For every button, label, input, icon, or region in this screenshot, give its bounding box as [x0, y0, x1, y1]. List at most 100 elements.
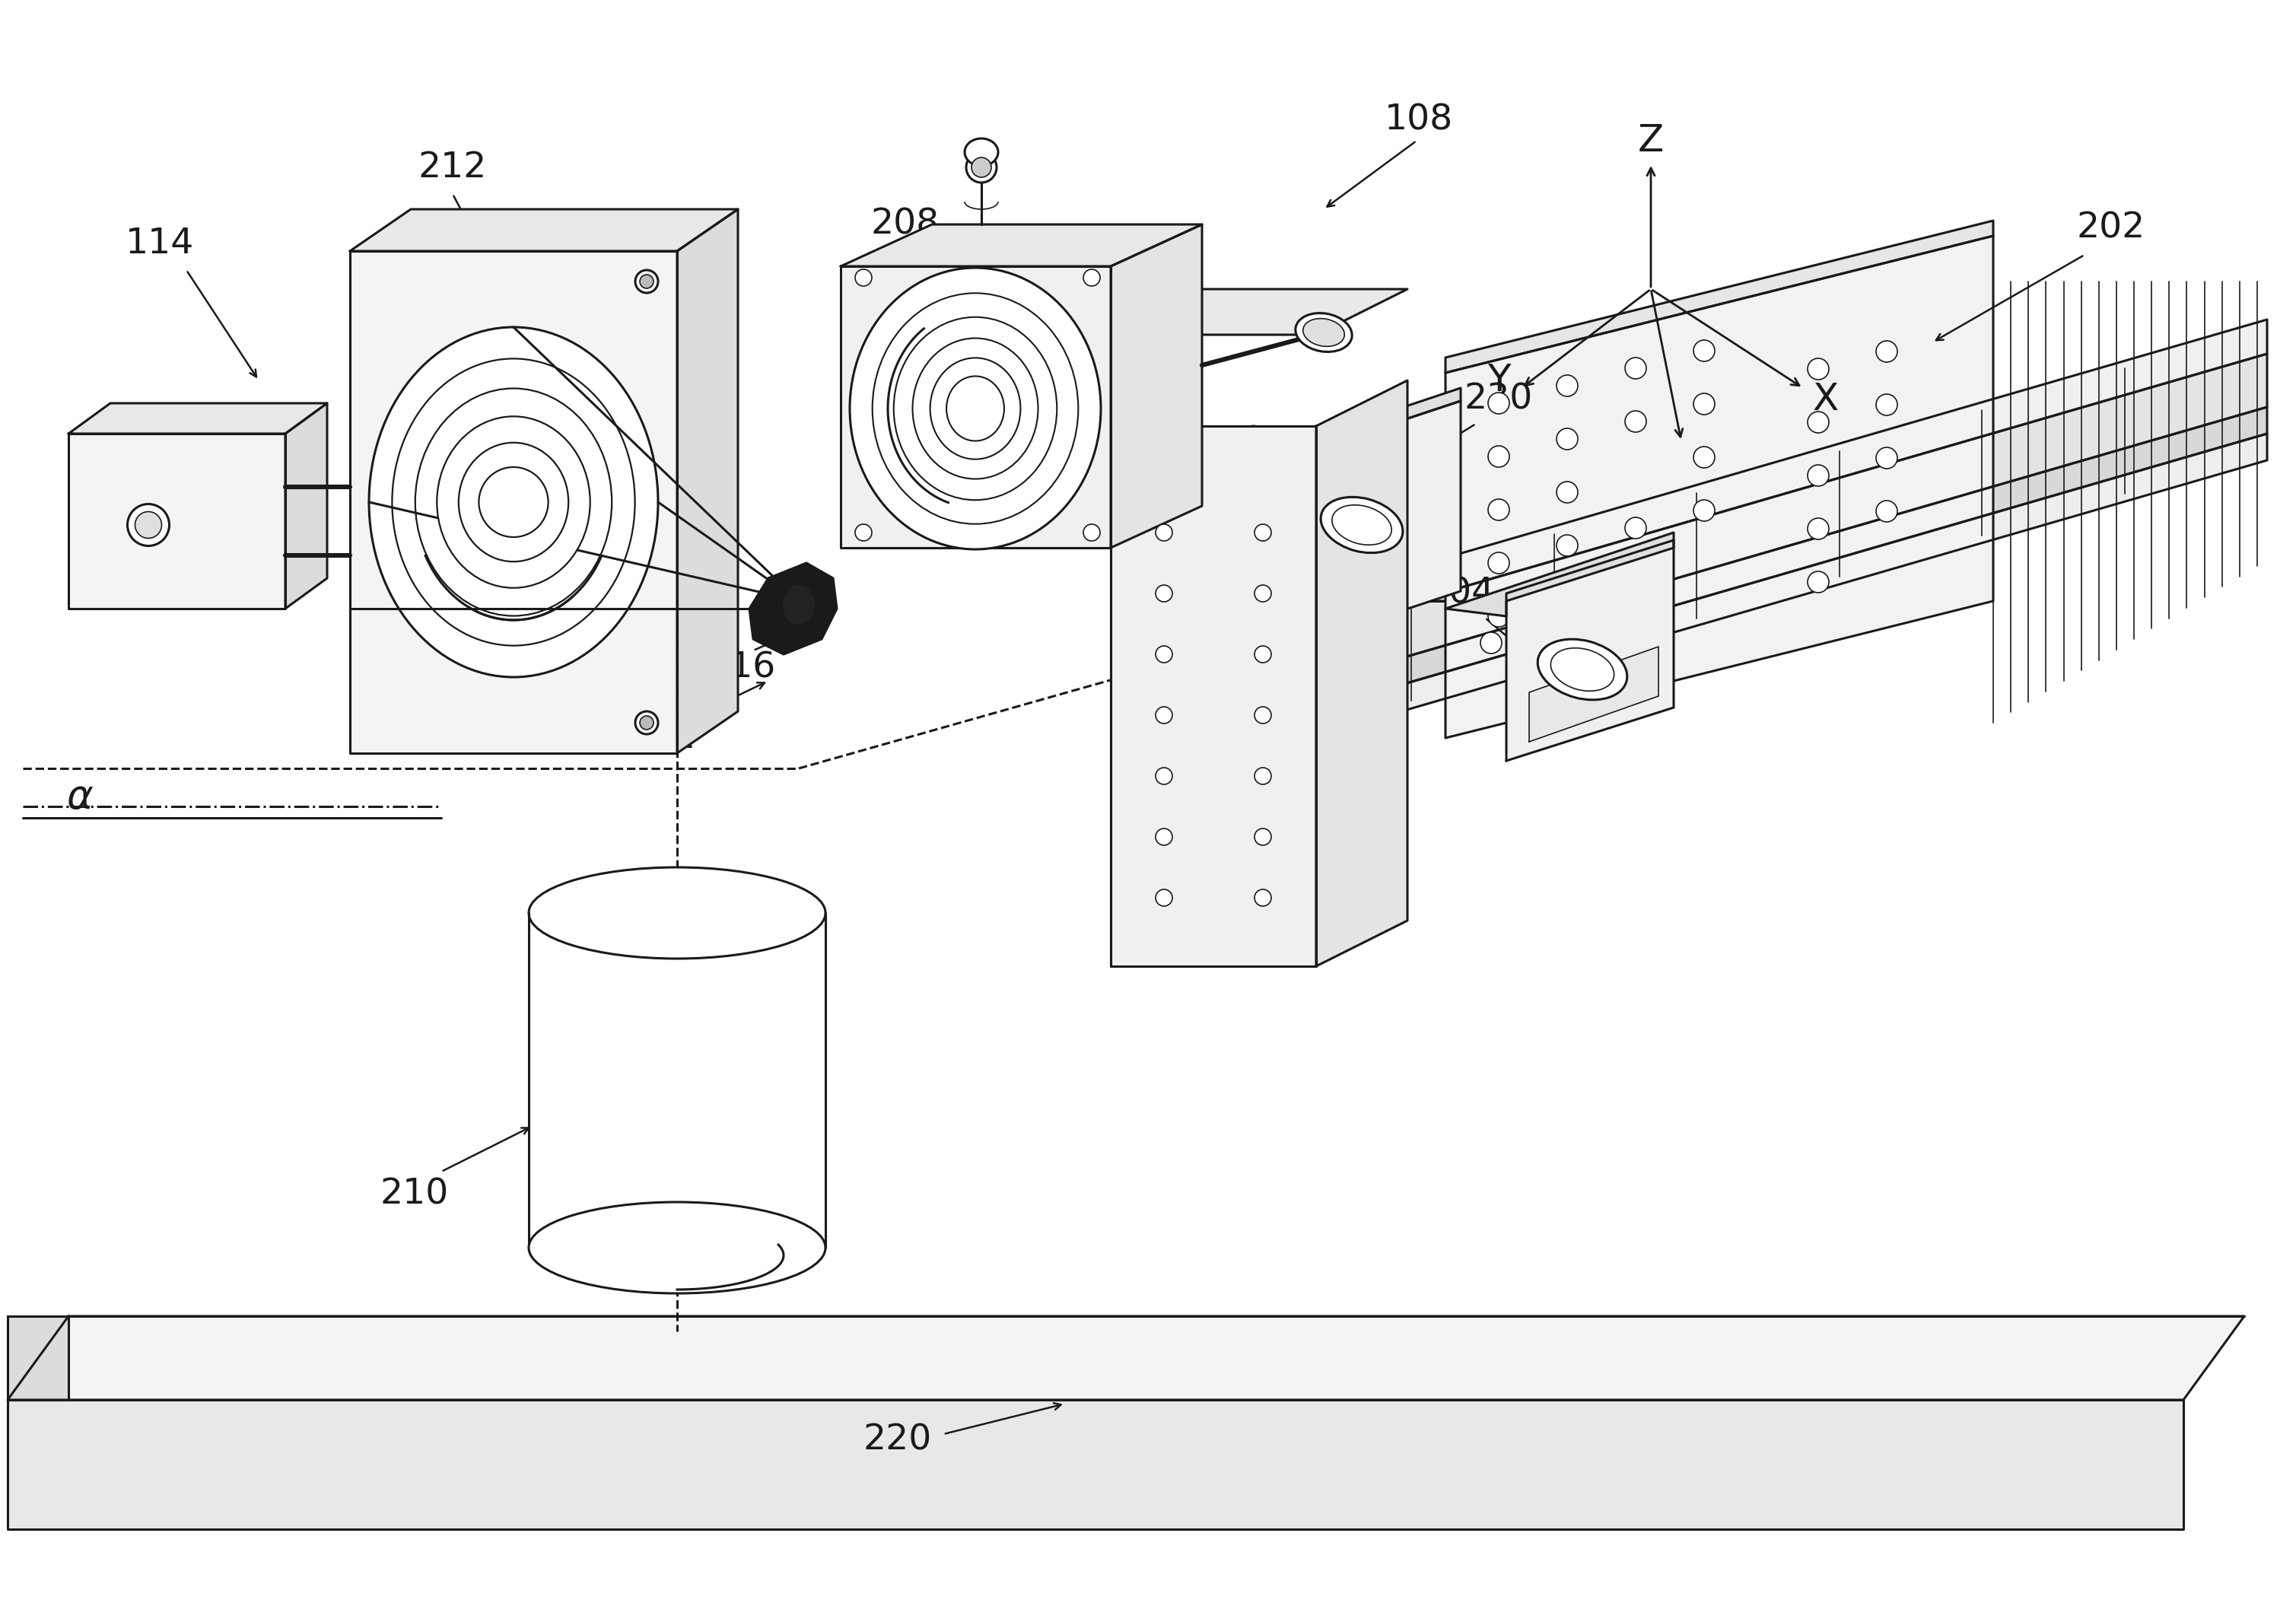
Ellipse shape	[854, 269, 872, 285]
Ellipse shape	[930, 357, 1019, 458]
Polygon shape	[1256, 388, 1460, 465]
Polygon shape	[1316, 401, 1460, 640]
Ellipse shape	[1332, 505, 1391, 545]
Text: γ: γ	[613, 497, 636, 537]
Polygon shape	[1125, 407, 2266, 765]
Ellipse shape	[912, 338, 1038, 479]
Polygon shape	[1446, 236, 1993, 737]
Ellipse shape	[1488, 446, 1508, 466]
Ellipse shape	[1626, 518, 1646, 539]
Ellipse shape	[370, 327, 659, 676]
Ellipse shape	[393, 359, 636, 646]
Ellipse shape	[641, 274, 654, 289]
Ellipse shape	[636, 712, 659, 734]
Ellipse shape	[1876, 500, 1896, 523]
Ellipse shape	[1084, 269, 1100, 285]
Ellipse shape	[1538, 640, 1628, 701]
Ellipse shape	[1254, 585, 1272, 601]
Ellipse shape	[480, 466, 549, 537]
Polygon shape	[69, 404, 326, 434]
Ellipse shape	[1254, 890, 1272, 906]
Ellipse shape	[893, 317, 1056, 500]
Ellipse shape	[781, 583, 815, 625]
Ellipse shape	[641, 717, 654, 729]
Text: 204: 204	[1426, 577, 1495, 611]
Ellipse shape	[1694, 447, 1715, 468]
Text: 112: 112	[1199, 425, 1267, 458]
Ellipse shape	[1876, 341, 1896, 362]
Polygon shape	[1111, 224, 1203, 548]
Ellipse shape	[1694, 340, 1715, 361]
Polygon shape	[1125, 319, 2266, 684]
Ellipse shape	[1155, 524, 1173, 540]
Text: 208: 208	[870, 207, 939, 242]
Polygon shape	[1446, 532, 1674, 616]
Ellipse shape	[971, 157, 992, 178]
Ellipse shape	[967, 152, 996, 183]
Ellipse shape	[1807, 465, 1830, 486]
Ellipse shape	[1488, 499, 1508, 521]
Ellipse shape	[636, 269, 659, 293]
Ellipse shape	[964, 138, 999, 165]
Text: 206: 206	[1176, 539, 1244, 572]
Ellipse shape	[1155, 646, 1173, 662]
Polygon shape	[7, 1316, 2243, 1399]
Ellipse shape	[436, 417, 590, 588]
Polygon shape	[349, 210, 737, 252]
Polygon shape	[1111, 426, 1316, 967]
Ellipse shape	[1557, 481, 1577, 503]
Polygon shape	[1125, 434, 2266, 792]
Ellipse shape	[1527, 628, 1548, 649]
Ellipse shape	[1807, 412, 1830, 433]
Polygon shape	[1529, 646, 1658, 742]
Ellipse shape	[1155, 768, 1173, 784]
Text: 116: 116	[707, 651, 776, 684]
Ellipse shape	[1557, 428, 1577, 449]
Ellipse shape	[1557, 535, 1577, 556]
Ellipse shape	[1320, 497, 1403, 553]
Ellipse shape	[1626, 410, 1646, 433]
Ellipse shape	[1557, 588, 1577, 609]
Ellipse shape	[850, 268, 1100, 550]
Polygon shape	[1506, 540, 1674, 761]
Ellipse shape	[872, 293, 1079, 524]
Text: 212: 212	[418, 151, 487, 184]
Polygon shape	[285, 404, 326, 609]
Ellipse shape	[1295, 313, 1352, 351]
Text: 202: 202	[2078, 212, 2144, 245]
Ellipse shape	[1304, 319, 1345, 346]
Ellipse shape	[1254, 768, 1272, 784]
Text: Z: Z	[1637, 122, 1665, 159]
Ellipse shape	[1807, 359, 1830, 380]
Ellipse shape	[1488, 393, 1508, 414]
Ellipse shape	[1155, 585, 1173, 601]
Polygon shape	[677, 210, 737, 753]
Polygon shape	[1316, 380, 1407, 967]
Text: 230: 230	[1564, 600, 1632, 633]
Ellipse shape	[1254, 707, 1272, 723]
Ellipse shape	[1254, 829, 1272, 845]
Ellipse shape	[1626, 357, 1646, 378]
Ellipse shape	[1876, 394, 1896, 415]
Ellipse shape	[416, 388, 611, 616]
Polygon shape	[840, 224, 1203, 266]
Ellipse shape	[1254, 524, 1272, 540]
Polygon shape	[1446, 221, 1993, 373]
Text: Y: Y	[1488, 362, 1511, 399]
Polygon shape	[7, 1399, 2183, 1529]
Ellipse shape	[1084, 524, 1100, 540]
Ellipse shape	[135, 511, 161, 539]
Ellipse shape	[1488, 553, 1508, 574]
Ellipse shape	[1254, 646, 1272, 662]
Ellipse shape	[1557, 375, 1577, 396]
Ellipse shape	[1155, 829, 1173, 845]
Ellipse shape	[1807, 571, 1830, 593]
Ellipse shape	[1481, 632, 1502, 654]
Ellipse shape	[528, 867, 827, 959]
Polygon shape	[840, 266, 1111, 548]
Text: 210: 210	[381, 1177, 450, 1212]
Polygon shape	[748, 563, 836, 654]
Ellipse shape	[459, 442, 569, 561]
Text: 118: 118	[422, 539, 491, 572]
Ellipse shape	[1155, 707, 1173, 723]
